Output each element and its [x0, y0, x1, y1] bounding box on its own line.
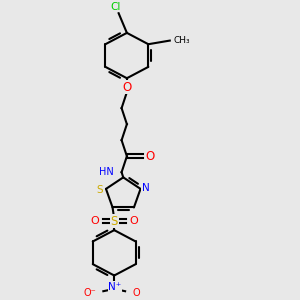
Text: O: O [130, 216, 138, 226]
Text: Cl: Cl [111, 2, 121, 12]
Text: O⁻: O⁻ [84, 288, 96, 298]
Text: O: O [122, 81, 131, 94]
Text: O: O [146, 150, 154, 163]
Text: CH₃: CH₃ [174, 36, 190, 45]
Text: S: S [110, 215, 118, 228]
Text: N: N [142, 183, 150, 193]
Text: O: O [90, 216, 99, 226]
Text: O: O [132, 288, 140, 298]
Text: S: S [97, 185, 103, 195]
Text: HN: HN [99, 167, 114, 177]
Text: N⁺: N⁺ [108, 282, 122, 292]
